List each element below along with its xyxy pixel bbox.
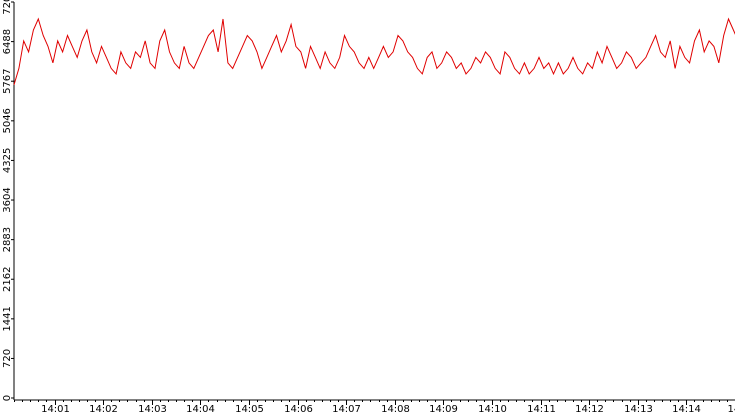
x-tick-label: 14:07 — [332, 404, 361, 415]
series-line — [13, 17, 735, 86]
x-tick-label: 14:08 — [381, 404, 410, 415]
y-axis: 0 720 1441 2162 2883 3604 4325 5046 5767 6488 7209 — [2, 0, 15, 401]
y-tick-label: 720 — [2, 349, 13, 368]
y-tick-label: 3604 — [2, 187, 13, 212]
y-tick-label: 7209 — [2, 0, 13, 15]
y-tick-label: 2162 — [2, 267, 13, 292]
x-tick-label: 14:11 — [527, 404, 556, 415]
x-tick-label: 14:06 — [284, 404, 313, 415]
x-tick-label: 14:13 — [624, 404, 653, 415]
x-tick-label: 14:05 — [235, 404, 264, 415]
x-tick-label: 14:02 — [89, 404, 118, 415]
y-tick-label: 5046 — [2, 108, 13, 133]
y-tick-label: 1441 — [2, 306, 13, 331]
y-tick-label: 4325 — [2, 148, 13, 173]
x-tick-label: 14:03 — [138, 404, 167, 415]
x-tick-label: 14:10 — [478, 404, 507, 415]
y-tick-label: 5767 — [2, 68, 13, 93]
x-tick-label: 14:04 — [186, 404, 215, 415]
y-tick-label: 6488 — [2, 29, 13, 54]
x-axis: 14:01 14:02 14:03 14:04 14:05 14:06 14:07 14:08… — [14, 399, 735, 415]
x-tick-label: 14:12 — [575, 404, 604, 415]
y-tick-label: 0 — [2, 395, 13, 401]
x-tick-label: 14:09 — [429, 404, 458, 415]
x-tick-label: 14:01 — [41, 404, 70, 415]
x-tick-label: 14: — [727, 404, 735, 415]
series-layer — [13, 17, 735, 86]
y-tick-label: 2883 — [2, 227, 13, 252]
x-tick-label: 14:14 — [672, 404, 701, 415]
